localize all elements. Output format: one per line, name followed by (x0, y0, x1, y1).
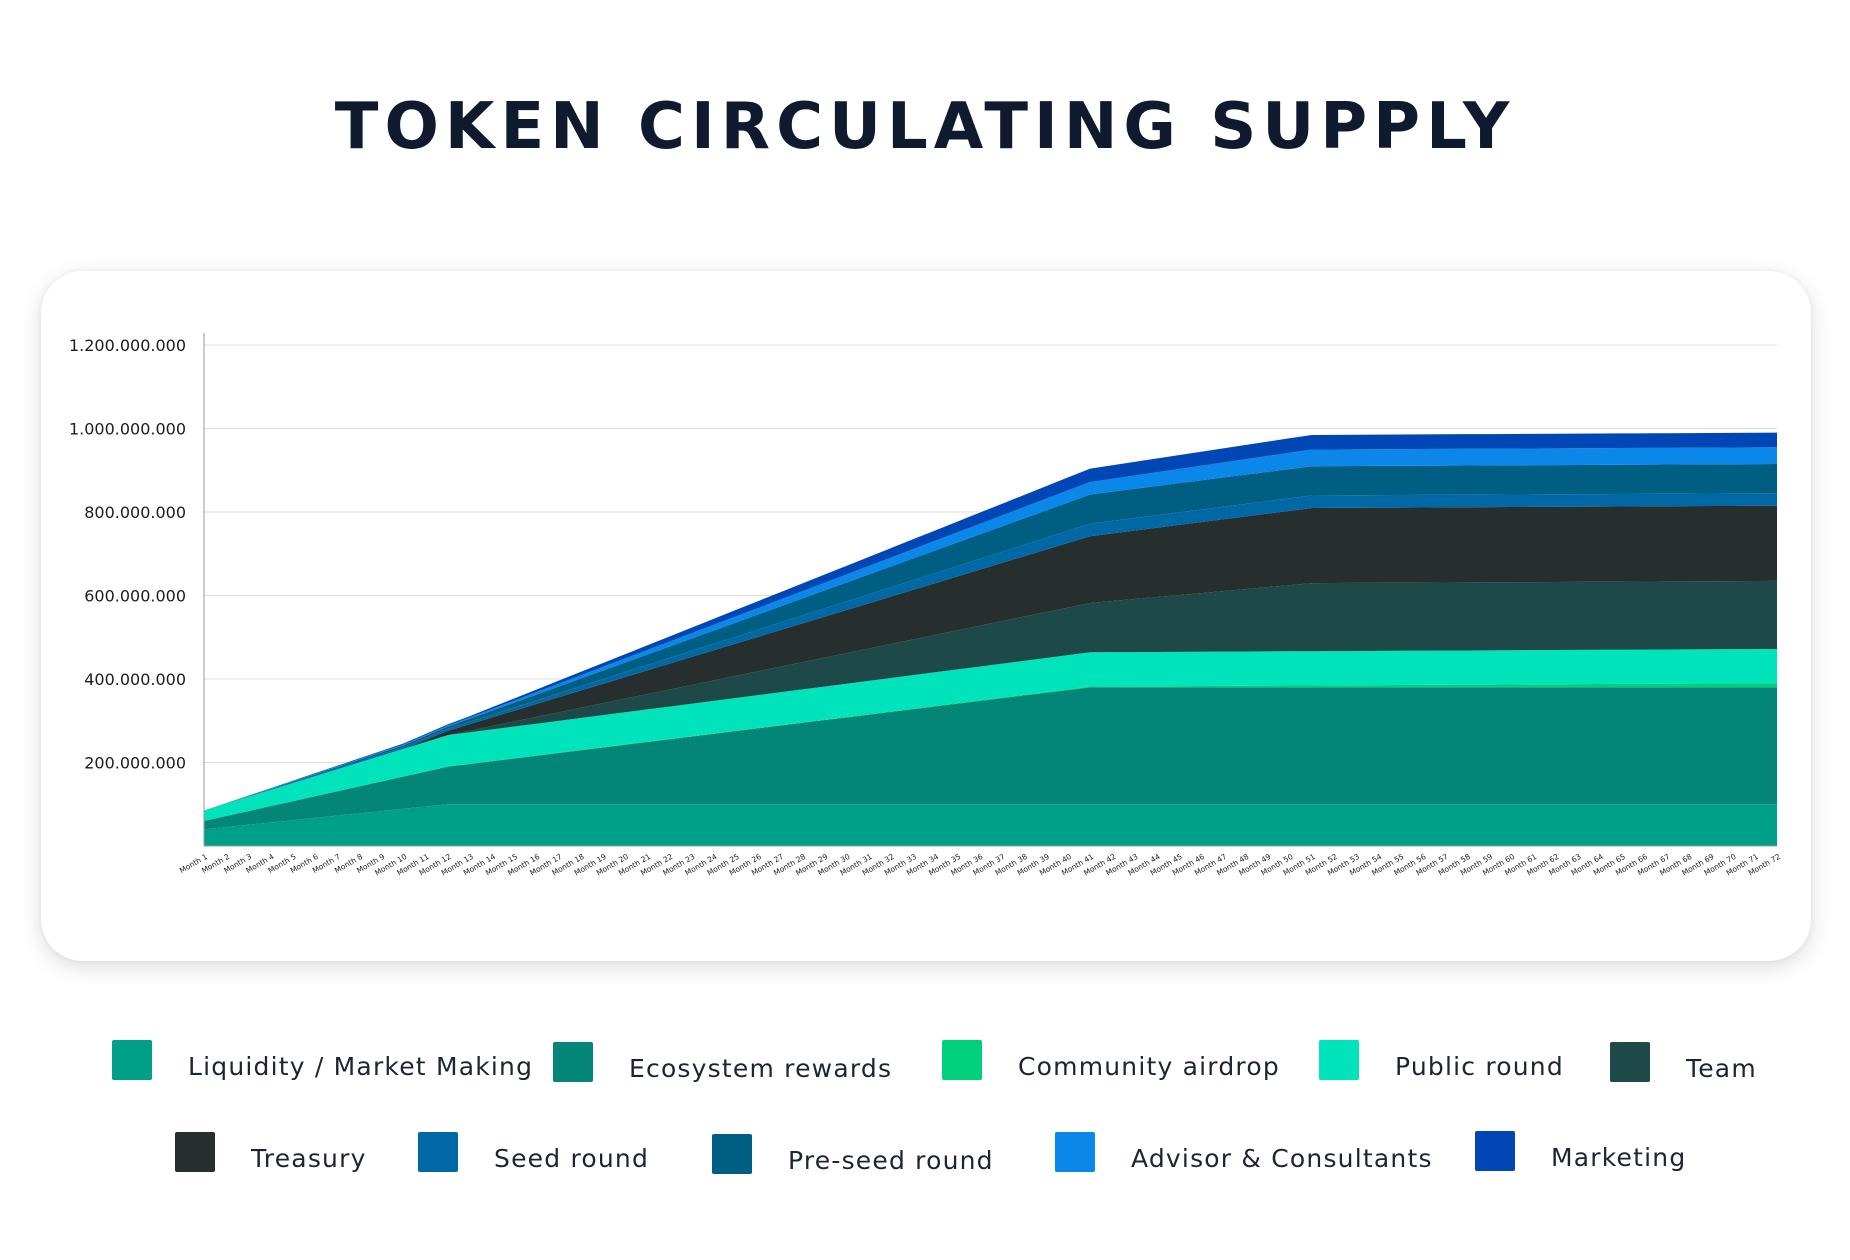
y-tick-label: 1.200.000.000 (69, 336, 186, 355)
y-tick-label: 400.000.000 (84, 670, 186, 689)
legend-label: Team (1686, 1054, 1757, 1083)
legend-swatch (1319, 1040, 1359, 1080)
series-area-3 (204, 648, 1777, 821)
y-tick-labels: 200.000.000 400.000.000 600.000.000 800.000… (69, 336, 186, 773)
axes (203, 333, 1777, 847)
series-areas (204, 432, 1777, 846)
legend-label: Seed round (494, 1144, 650, 1173)
legend-swatch (418, 1132, 458, 1172)
legend-swatch (1475, 1131, 1515, 1171)
y-tick-label: 200.000.000 (84, 754, 186, 773)
legend-swatch (112, 1040, 152, 1080)
series-area-5 (204, 505, 1777, 811)
legend-label: Advisor & Consultants (1131, 1144, 1433, 1173)
series-area-8 (204, 447, 1777, 811)
y-tick-label: 1.000.000.000 (69, 420, 186, 439)
legend-swatch (175, 1132, 215, 1172)
legend-label: Public round (1395, 1052, 1564, 1081)
series-area-6 (204, 493, 1777, 811)
legend-swatch (942, 1040, 982, 1080)
y-tick-label: 600.000.000 (84, 587, 186, 606)
stacked-area-chart: 200.000.000 400.000.000 600.000.000 800.000… (69, 333, 1782, 878)
legend-label: Marketing (1551, 1143, 1687, 1172)
series-area-1 (204, 687, 1777, 830)
legend-swatch (1055, 1132, 1095, 1172)
legend-label: Liquidity / Market Making (188, 1052, 534, 1081)
legend-swatch (1610, 1042, 1650, 1082)
chart-card: 200.000.000 400.000.000 600.000.000 800.000… (41, 271, 1811, 961)
y-tick-label: 800.000.000 (84, 503, 186, 522)
legend-swatch (553, 1042, 593, 1082)
legend-label: Treasury (251, 1144, 367, 1173)
legend-label: Pre-seed round (788, 1146, 994, 1175)
series-area-7 (204, 463, 1777, 811)
legend-swatch (712, 1134, 752, 1174)
legend-label: Ecosystem rewards (629, 1054, 893, 1083)
legend-label: Community airdrop (1018, 1052, 1280, 1081)
series-area-4 (204, 580, 1777, 811)
chart-title: TOKEN CIRCULATING SUPPLY (334, 90, 1516, 164)
series-area-0 (204, 804, 1777, 846)
